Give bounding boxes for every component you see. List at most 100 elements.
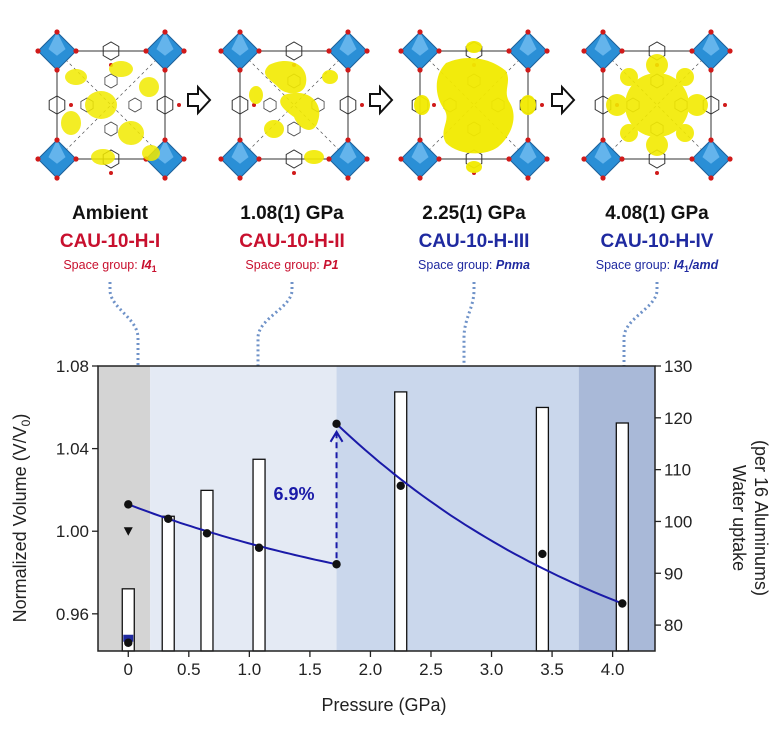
water-uptake-bar (615, 422, 629, 652)
oxygen-atom (417, 175, 423, 181)
oxygen-atom (398, 156, 404, 162)
linker-bond (239, 50, 349, 160)
oxygen-atom (655, 171, 659, 175)
structure-image-3 (398, 29, 550, 181)
dotted-connectors (108, 282, 659, 366)
benzene-ring-icon (102, 41, 120, 61)
oxygen-atom (256, 48, 262, 54)
oxygen-atom (525, 137, 531, 143)
oxygen-atom (35, 48, 41, 54)
oxygen-atom (417, 137, 423, 143)
oxygen-atom (292, 171, 296, 175)
benzene-ring-icon (648, 149, 666, 169)
connector-4 (622, 282, 659, 366)
jump-arrow-head-icon (329, 429, 344, 443)
benzene-ring-icon (48, 95, 66, 115)
volume-point (538, 549, 547, 559)
benzene-ring-icon (104, 121, 118, 137)
oxygen-atom (689, 48, 695, 54)
jump-annotation: 6.9% (274, 429, 344, 559)
oxygen-atom (708, 29, 714, 35)
oxygen-atom (525, 175, 531, 181)
oxygen-atom (143, 48, 149, 54)
oxygen-atom (181, 156, 187, 162)
y-right-tick-label: 120 (664, 409, 692, 428)
oxygen-atom (581, 156, 587, 162)
oxygen-atom (177, 103, 181, 107)
oxygen-atom (708, 137, 714, 143)
pore-density (61, 61, 160, 165)
y-axis-right-title-line1: Water uptake (729, 465, 749, 571)
oxygen-atom (727, 156, 733, 162)
oxygen-atom (417, 29, 423, 35)
y-right-tick-label: 80 (664, 616, 683, 635)
oxygen-atom (252, 103, 256, 107)
pressure-region (150, 366, 337, 651)
oxygen-atom (723, 103, 727, 107)
octahedron-facet (48, 140, 66, 164)
fit-curve-high-pressure (335, 423, 623, 605)
volume-point (164, 514, 173, 524)
x-axis: 0 0.5 1.0 1.5 2.0 2.5 3.0 3.5 4.0 (124, 651, 624, 679)
connector-1 (108, 282, 140, 366)
octahedron-facet (411, 32, 429, 56)
x-tick-label: 1.0 (238, 660, 262, 679)
space-group: Space group: Pnma (418, 258, 530, 272)
oxygen-atom (600, 175, 606, 181)
blue-marker (123, 634, 134, 642)
oxygen-atom (109, 171, 113, 175)
x-tick-label: 2.5 (419, 660, 443, 679)
space-group: Space group: P1 (245, 258, 338, 272)
oxygen-atom (708, 67, 714, 73)
oxygen-atom (689, 156, 695, 162)
volume-point (123, 527, 133, 536)
oxygen-atom (525, 29, 531, 35)
oxygen-atom (708, 175, 714, 181)
oxygen-atom (600, 29, 606, 35)
structure-image-1 (35, 29, 187, 181)
hollow-right-arrow-icon (187, 84, 212, 116)
y-left-tick-label: 1.00 (56, 522, 89, 541)
x-tick-label: 2.0 (359, 660, 383, 679)
oxygen-atom (432, 103, 436, 107)
oxygen-atom (544, 48, 550, 54)
connector-3 (462, 282, 476, 366)
oxygen-atom (345, 175, 351, 181)
y-left-tick-label: 1.08 (56, 357, 89, 376)
caption-4: 4.08(1) GPa CAU-10-H-IV Space group: I41… (596, 203, 719, 274)
octahedron-facet (594, 32, 612, 56)
y-right-tick-label: 100 (664, 512, 692, 531)
panel-captions: Ambient CAU-10-H-I Space group: I41 1.08… (60, 203, 719, 274)
y-left-tick-label: 0.96 (56, 605, 89, 624)
oxygen-atom (364, 48, 370, 54)
hollow-right-arrow-icon (369, 84, 394, 116)
volume-point (124, 500, 133, 509)
caption-1: Ambient CAU-10-H-I Space group: I41 (60, 203, 160, 274)
oxygen-atom (360, 103, 364, 107)
water-uptake-bar (394, 391, 408, 652)
oxygen-atom (54, 137, 60, 143)
oxygen-atom (256, 156, 262, 162)
panel-title: 1.08(1) GPa (240, 203, 344, 224)
structure-image-2 (218, 29, 370, 181)
x-tick-label: 0.5 (177, 660, 201, 679)
oxygen-atom (237, 67, 243, 73)
benzene-ring-icon (104, 73, 118, 89)
pore-density (606, 54, 708, 156)
oxygen-atom (398, 48, 404, 54)
oxygen-atom (237, 29, 243, 35)
y-right-tick-label: 130 (664, 357, 692, 376)
octahedron-facet (339, 140, 357, 164)
benzene-ring-icon (339, 95, 357, 115)
oxygen-atom (54, 175, 60, 181)
space-group: Space group: I41 (63, 258, 156, 274)
octahedron-facet (156, 32, 174, 56)
plot-frame (97, 365, 656, 652)
volume-point (396, 481, 405, 490)
oxygen-atom (540, 103, 544, 107)
benzene-ring-icon (263, 97, 277, 113)
fit-curves (127, 423, 623, 605)
oxygen-atom (326, 48, 332, 54)
oxygen-atom (326, 156, 332, 162)
